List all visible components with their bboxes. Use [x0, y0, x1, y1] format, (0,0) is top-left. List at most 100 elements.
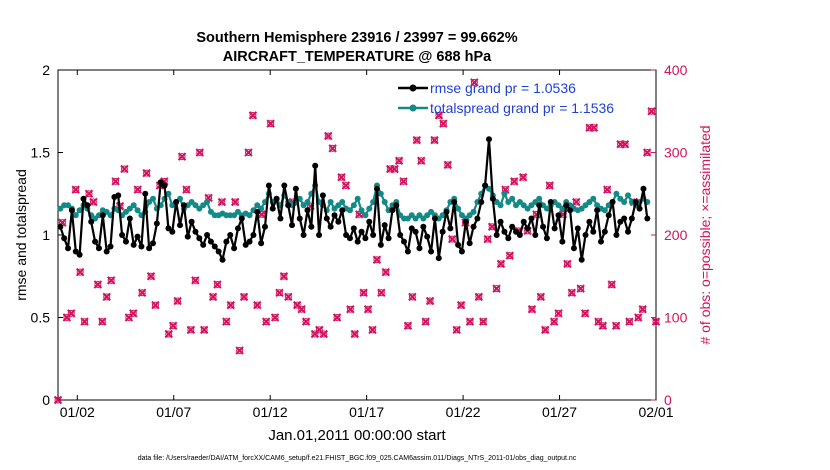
x-tick-label: 02/01	[638, 404, 673, 420]
obs-possible-marker	[182, 186, 190, 194]
obs-count-point	[563, 259, 572, 269]
obs-possible-marker	[98, 318, 106, 326]
obs-count-point	[84, 189, 94, 198]
obs-assimilated-marker	[642, 148, 652, 157]
obs-count-point	[634, 313, 643, 322]
obs-count-point	[146, 272, 156, 281]
obs-assimilated-marker	[182, 185, 191, 194]
rmse-point	[586, 218, 593, 225]
obs-possible-marker	[236, 347, 244, 354]
obs-count-point	[297, 305, 306, 314]
obs-count-point	[239, 292, 249, 302]
obs-possible-marker	[608, 281, 616, 288]
rmse-point	[644, 215, 651, 222]
obs-assimilated-marker	[611, 321, 621, 330]
obs-assimilated-marker	[576, 284, 585, 293]
obs-possible-marker	[439, 120, 447, 128]
spread-point	[72, 212, 79, 219]
rmse-point	[358, 228, 365, 235]
obs-assimilated-marker	[425, 296, 435, 306]
rmse-point	[524, 225, 531, 232]
obs-assimilated-marker	[142, 168, 151, 178]
rmse-point	[590, 228, 597, 235]
rmse-point	[80, 195, 87, 202]
obs-count-point	[377, 288, 386, 297]
obs-assimilated-marker	[164, 329, 173, 339]
obs-assimilated-marker	[403, 321, 413, 330]
obs-count-point	[151, 300, 160, 310]
obs-possible-marker	[249, 111, 257, 119]
obs-possible-marker	[386, 165, 394, 173]
rmse-point	[265, 182, 272, 189]
rmse-point	[115, 192, 122, 199]
obs-possible-marker	[497, 260, 505, 268]
spread-point	[590, 195, 597, 202]
obs-possible-marker	[484, 235, 492, 243]
obs-assimilated-marker	[607, 280, 616, 289]
obs-possible-marker	[617, 140, 625, 148]
rmse-point	[169, 228, 176, 235]
obs-possible-marker	[271, 314, 279, 321]
rmse-point	[563, 202, 570, 209]
obs-assimilated-marker	[75, 267, 85, 277]
rmse-point	[401, 238, 408, 245]
spread-point	[130, 202, 137, 209]
obs-assimilated-marker	[368, 325, 377, 335]
spread-point	[358, 207, 365, 214]
obs-count-point	[261, 317, 271, 326]
obs-assimilated-marker	[434, 111, 444, 120]
legend-rmse-marker	[409, 84, 417, 92]
obs-possible-marker	[244, 149, 252, 156]
obs-count-point	[372, 255, 382, 264]
spread-point	[304, 199, 311, 205]
rmse-point	[597, 238, 604, 245]
obs-count-point	[89, 197, 98, 207]
rmse-point	[397, 232, 404, 238]
obs-count-point	[479, 317, 488, 326]
rmse-point	[439, 228, 446, 235]
obs-possible-marker	[431, 136, 439, 144]
obs-count-point	[434, 111, 444, 120]
obs-possible-marker	[351, 330, 359, 338]
rmse-point	[501, 228, 508, 235]
rmse-point	[234, 225, 241, 232]
rmse-point	[304, 207, 311, 214]
obs-assimilated-marker	[545, 181, 554, 190]
rmse-point	[462, 218, 469, 225]
rmse-point	[292, 185, 299, 192]
obs-assimilated-marker	[377, 288, 386, 297]
obs-count-point	[186, 325, 196, 335]
obs-count-point	[403, 321, 413, 330]
rmse-point	[385, 235, 392, 242]
rmse-point	[625, 228, 632, 235]
obs-possible-marker	[125, 314, 133, 321]
obs-assimilated-marker	[84, 189, 94, 198]
obs-count-point	[195, 148, 204, 157]
obs-count-point	[607, 280, 616, 289]
rmse-point	[574, 225, 581, 232]
rmse-point	[613, 232, 620, 238]
obs-possible-marker	[342, 182, 350, 189]
rmse-point	[180, 202, 187, 209]
obs-count-point	[625, 317, 634, 326]
obs-count-point	[341, 181, 351, 190]
obs-possible-marker	[426, 297, 434, 305]
obs-assimilated-marker	[346, 305, 355, 314]
obs-possible-marker	[648, 107, 656, 115]
obs-possible-marker	[85, 190, 93, 198]
obs-possible-marker	[457, 301, 465, 309]
obs-possible-marker	[169, 322, 177, 330]
rmse-point	[458, 248, 465, 255]
rmse-point	[177, 222, 184, 229]
obs-count-point	[425, 296, 435, 306]
obs-count-point	[518, 173, 528, 182]
obs-possible-marker	[311, 330, 319, 338]
obs-possible-marker	[293, 301, 301, 309]
obs-possible-marker	[422, 318, 430, 326]
rmse-point	[404, 248, 411, 255]
obs-assimilated-marker	[647, 107, 656, 116]
obs-assimilated-marker	[479, 317, 488, 326]
obs-possible-marker	[196, 149, 204, 156]
obs-count-point	[120, 164, 129, 174]
rmse-point	[567, 207, 574, 214]
